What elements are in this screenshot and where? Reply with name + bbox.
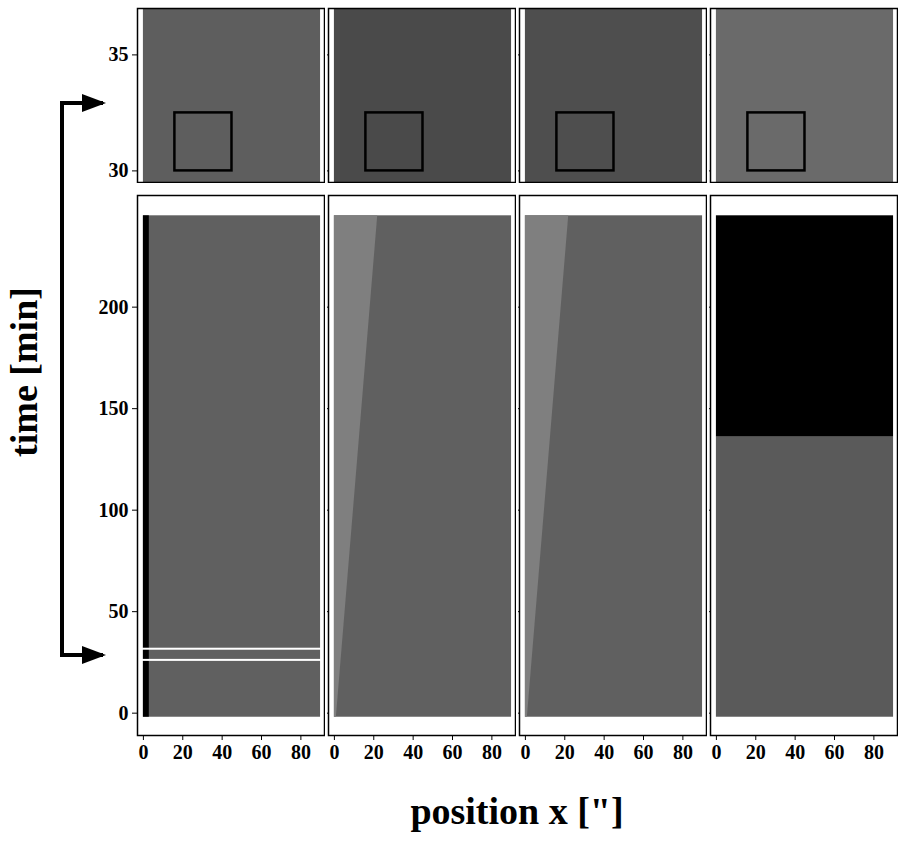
svg-text:50: 50 <box>109 600 129 622</box>
svg-text:150: 150 <box>99 397 129 419</box>
html-text:time [min]: time [min] <box>2 287 45 457</box>
svg-text:0: 0 <box>520 741 530 763</box>
svg-text:20: 20 <box>746 741 766 763</box>
svg-text:30: 30 <box>109 159 129 181</box>
svg-text:100: 100 <box>99 499 129 521</box>
svg-text:40: 40 <box>594 741 614 763</box>
svg-text:200: 200 <box>99 296 129 318</box>
svg-text:20: 20 <box>173 741 193 763</box>
svg-text:20: 20 <box>555 741 575 763</box>
svg-text:80: 80 <box>864 741 884 763</box>
svg-text:35: 35 <box>109 43 129 65</box>
html-text:position x ["]: position x ["] <box>410 790 624 832</box>
svg-text:40: 40 <box>403 741 423 763</box>
svg-text:80: 80 <box>482 741 502 763</box>
svg-text:20: 20 <box>364 741 384 763</box>
svg-text:0: 0 <box>138 741 148 763</box>
svg-text:0: 0 <box>119 702 129 724</box>
svg-text:40: 40 <box>212 741 232 763</box>
svg-text:0: 0 <box>329 741 339 763</box>
svg-text:60: 60 <box>634 741 654 763</box>
svg-text:60: 60 <box>252 741 272 763</box>
svg-text:40: 40 <box>785 741 805 763</box>
svg-text:60: 60 <box>443 741 463 763</box>
svg-text:0: 0 <box>711 741 721 763</box>
svg-text:80: 80 <box>291 741 311 763</box>
svg-text:60: 60 <box>825 741 845 763</box>
svg-text:80: 80 <box>673 741 693 763</box>
